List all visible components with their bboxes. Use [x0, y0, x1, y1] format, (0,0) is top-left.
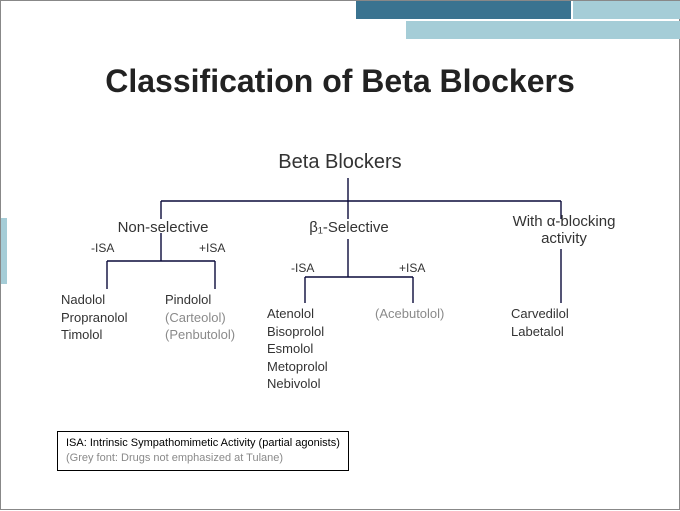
isa-label: +ISA	[399, 261, 425, 275]
drug-name: Atenolol	[267, 305, 328, 323]
drug-name: Bisoprolol	[267, 323, 328, 341]
drug-name: Nebivolol	[267, 375, 328, 393]
category-label: With α-blocking activity	[489, 213, 639, 247]
drug-name: Nadolol	[61, 291, 128, 309]
drug-name: Labetalol	[511, 323, 569, 341]
drug-name: Propranolol	[61, 309, 128, 327]
drug-list: Pindolol(Carteolol)(Penbutolol)	[165, 291, 235, 344]
isa-label: -ISA	[291, 261, 314, 275]
drug-list: (Acebutolol)	[375, 305, 444, 323]
drug-name: Metoprolol	[267, 358, 328, 376]
drug-name: (Carteolol)	[165, 309, 235, 327]
drug-name: (Penbutolol)	[165, 326, 235, 344]
category-label: β₁-Selective	[279, 219, 419, 236]
footnote-line1: ISA: Intrinsic Sympathomimetic Activity …	[66, 436, 340, 451]
drug-name: Carvedilol	[511, 305, 569, 323]
drug-name: Timolol	[61, 326, 128, 344]
footnote-box: ISA: Intrinsic Sympathomimetic Activity …	[57, 431, 349, 471]
category-label: Non-selective	[93, 219, 233, 236]
isa-label: -ISA	[91, 241, 114, 255]
drug-name: Pindolol	[165, 291, 235, 309]
drug-name: (Acebutolol)	[375, 305, 444, 323]
footnote-line2: (Grey font: Drugs not emphasized at Tula…	[66, 451, 340, 466]
drug-name: Esmolol	[267, 340, 328, 358]
drug-list: CarvedilolLabetalol	[511, 305, 569, 340]
isa-label: +ISA	[199, 241, 225, 255]
drug-list: NadololPropranololTimolol	[61, 291, 128, 344]
deco-bar	[1, 218, 7, 284]
drug-list: AtenololBisoprololEsmololMetoprololNebiv…	[267, 305, 328, 393]
